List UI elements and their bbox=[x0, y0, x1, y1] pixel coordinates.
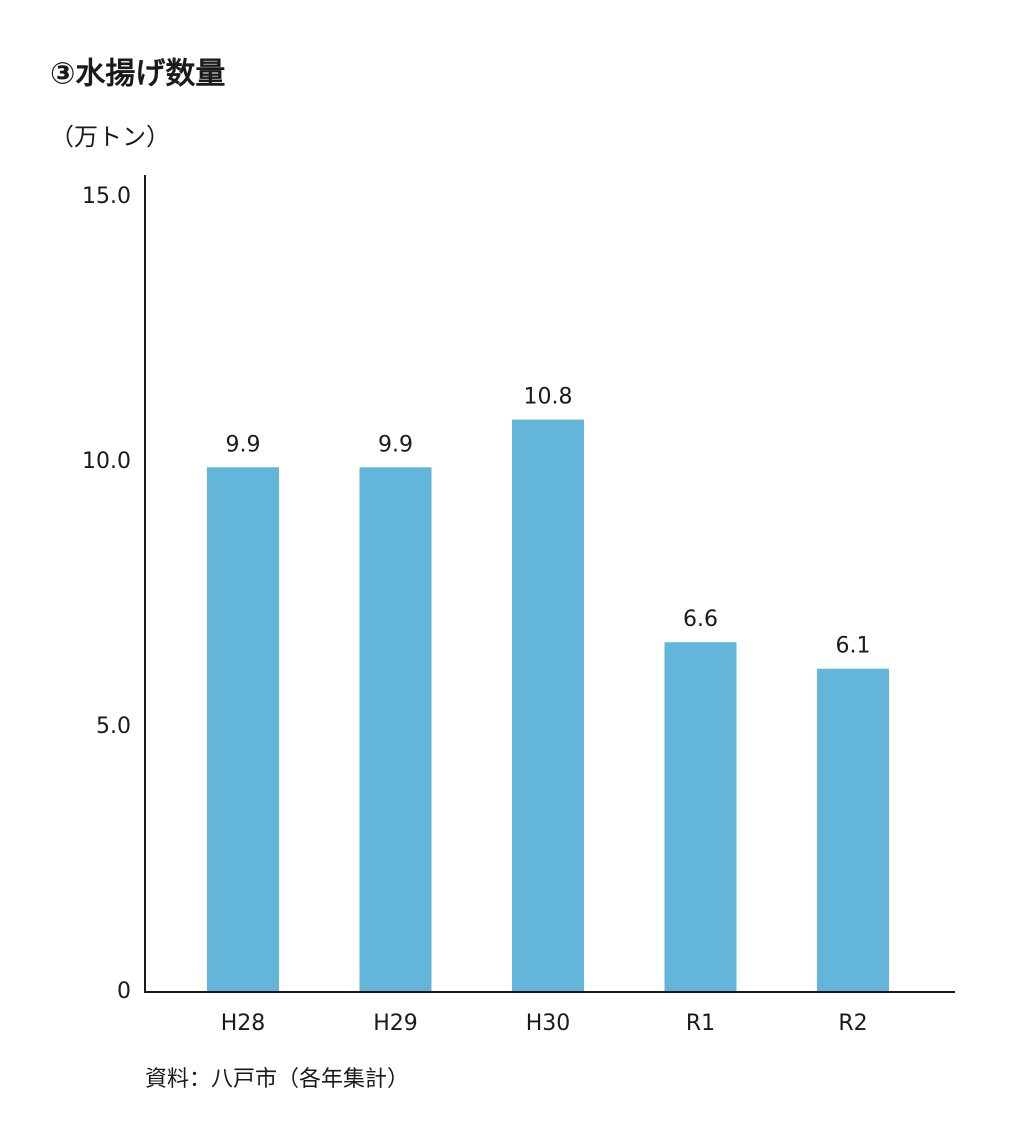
bar bbox=[817, 668, 889, 992]
chart-title: ③水揚げ数量 bbox=[50, 57, 225, 92]
bar bbox=[359, 467, 432, 992]
bar bbox=[207, 467, 279, 992]
x-tick-label: H28 bbox=[221, 1011, 266, 1036]
y-tick-label: 15.0 bbox=[82, 184, 131, 209]
x-tick-label: H30 bbox=[526, 1011, 571, 1036]
data-label: 9.9 bbox=[378, 432, 413, 457]
y-tick-label: 5.0 bbox=[96, 714, 131, 739]
x-tick-label: H29 bbox=[373, 1011, 418, 1036]
data-label: 6.1 bbox=[836, 634, 871, 659]
bar bbox=[512, 419, 584, 993]
data-label: 6.6 bbox=[683, 607, 718, 632]
y-axis-label: （万トン） bbox=[50, 123, 170, 151]
source-note: 資料：八戸市（各年集計） bbox=[145, 1067, 409, 1092]
y-tick-label: 10.0 bbox=[82, 449, 131, 474]
x-tick-label: R2 bbox=[838, 1011, 867, 1036]
x-tick-label: R1 bbox=[686, 1011, 715, 1036]
data-label: 9.9 bbox=[226, 432, 261, 457]
data-label: 10.8 bbox=[524, 385, 573, 410]
y-tick-label: 0 bbox=[117, 979, 131, 1004]
bar bbox=[664, 642, 737, 992]
